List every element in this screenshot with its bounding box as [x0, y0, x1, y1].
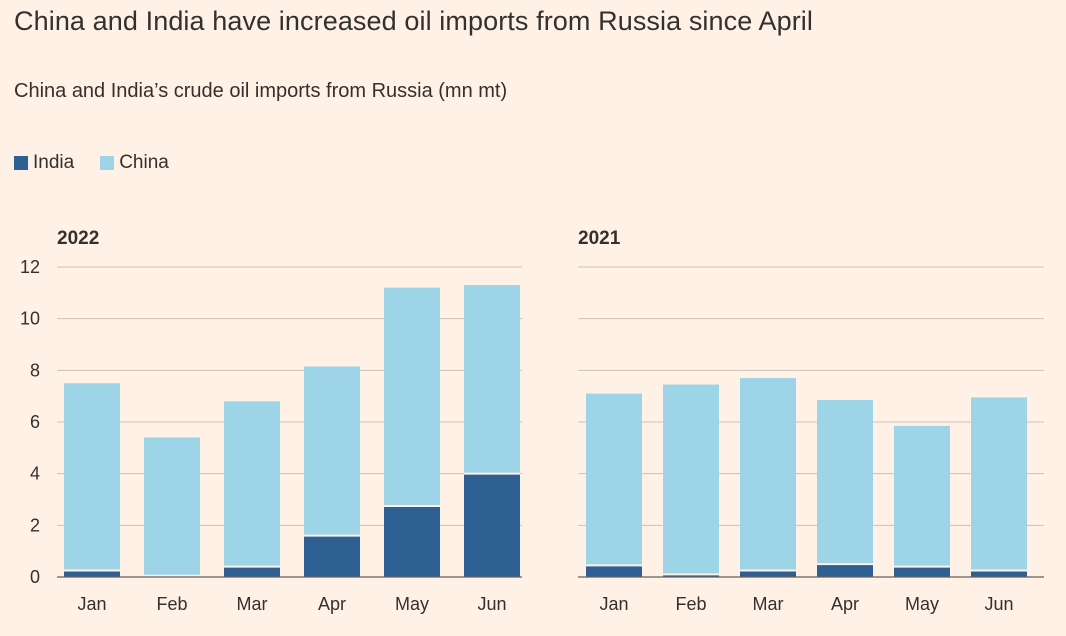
bar-china-2021-mar [740, 378, 796, 571]
y-tick-label-6: 6 [30, 412, 40, 432]
legend-item-china: China [100, 152, 169, 174]
bar-china-2022-feb [144, 437, 200, 576]
x-tick-label-2022-jun: Jun [477, 594, 506, 614]
bar-india-2021-may [894, 566, 950, 577]
x-tick-label-2021-apr: Apr [831, 594, 859, 614]
legend-item-india: India [14, 152, 74, 174]
bar-india-2021-jun [971, 570, 1027, 577]
bar-china-2022-jun [464, 285, 520, 474]
y-tick-label-2: 2 [30, 515, 40, 535]
x-tick-label-2021-jan: Jan [599, 594, 628, 614]
bar-china-2021-may [894, 425, 950, 567]
bar-china-2021-feb [663, 384, 719, 575]
x-tick-label-2022-may: May [395, 594, 429, 614]
legend-swatch-india [14, 156, 28, 170]
bar-india-2021-mar [740, 570, 796, 577]
bar-india-2021-feb [663, 574, 719, 577]
bar-india-2021-apr [817, 564, 873, 577]
bar-china-2022-may [384, 287, 440, 506]
panel-title-2021: 2021 [578, 228, 621, 249]
x-tick-label-2021-feb: Feb [675, 594, 706, 614]
chart-title: China and India have increased oil impor… [14, 6, 813, 36]
bar-india-2021-jan [586, 565, 642, 577]
panel-title-2022: 2022 [57, 228, 99, 249]
bar-china-2022-mar [224, 401, 280, 567]
chart-subtitle: China and India’s crude oil imports from… [14, 80, 508, 102]
legend-label-india: India [33, 152, 75, 173]
bar-india-2022-apr [304, 535, 360, 577]
bar-china-2022-apr [304, 366, 360, 536]
x-tick-label-2021-may: May [905, 594, 939, 614]
y-tick-label-4: 4 [30, 464, 40, 484]
bar-china-2021-apr [817, 400, 873, 565]
x-tick-label-2022-apr: Apr [318, 594, 346, 614]
x-tick-label-2021-jun: Jun [984, 594, 1013, 614]
x-tick-label-2022-jan: Jan [77, 594, 106, 614]
y-tick-label-12: 12 [20, 257, 40, 277]
bar-india-2022-jan [64, 570, 120, 577]
legend: India China [14, 152, 195, 174]
y-tick-label-10: 10 [20, 309, 40, 329]
y-tick-label-8: 8 [30, 360, 40, 380]
bar-india-2022-mar [224, 566, 280, 577]
bar-china-2021-jun [971, 397, 1027, 571]
x-tick-label-2022-mar: Mar [237, 594, 268, 614]
x-tick-label-2022-feb: Feb [156, 594, 187, 614]
legend-swatch-china [100, 156, 115, 170]
y-tick-label-0: 0 [30, 567, 40, 587]
bar-china-2022-jan [64, 383, 120, 571]
bar-india-2022-jun [464, 473, 520, 577]
x-tick-label-2021-mar: Mar [753, 594, 784, 614]
bar-india-2022-may [384, 505, 440, 577]
legend-label-china: China [119, 152, 169, 173]
bar-china-2021-jan [586, 393, 642, 566]
